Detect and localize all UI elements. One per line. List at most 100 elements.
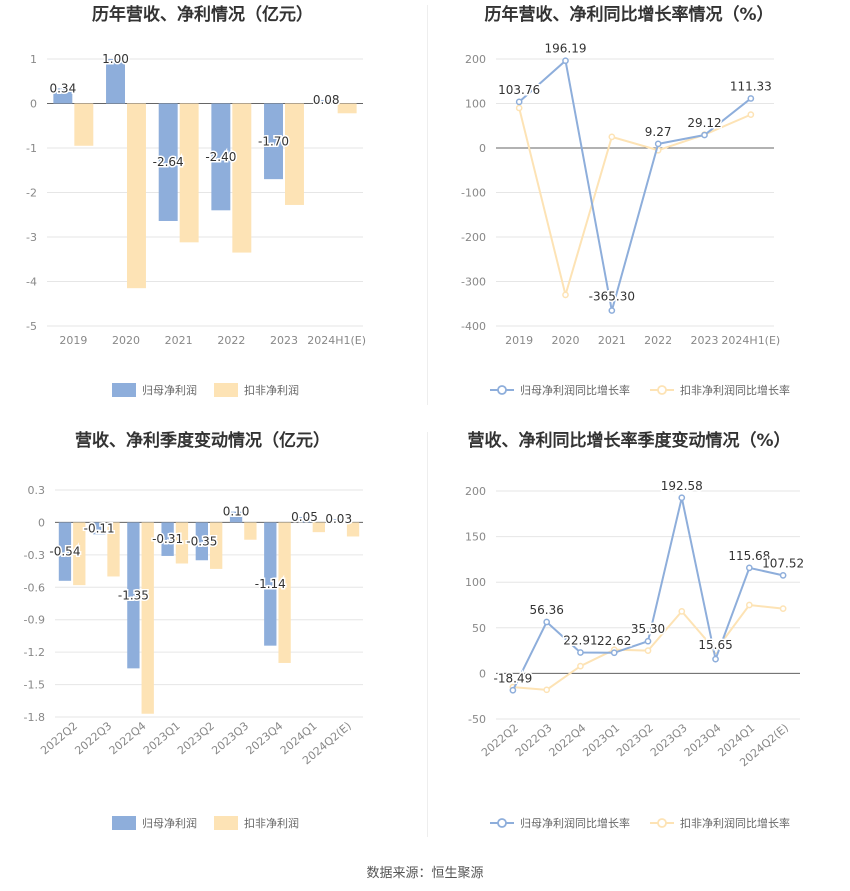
bar-parent-net-profit [127,522,140,669]
x-tick-label: 2022 [644,334,672,347]
x-tick-label: 2019 [59,334,87,347]
bar-parent-net-profit [264,522,277,646]
y-tick-label: 0.3 [28,484,46,497]
x-tick-label: 2023Q4 [682,721,724,759]
legend-swatch [214,383,238,397]
bar-parent-net-profit [93,522,106,535]
line-point [654,140,662,148]
bar-deducted-net-profit [285,103,304,205]
line-point [779,605,787,612]
data-label: -18.49 [494,671,533,685]
data-label: 103.76 [498,83,540,97]
y-tick-label: -200 [461,231,486,244]
chart-annual-growth: 历年营收、净利同比增长率情况（%） 200 100 0 -100 -200 -300 -400… [428,0,850,415]
y-tick-label: -0.9 [24,614,45,627]
legend-label: 归母净利润 [142,383,197,397]
line-point [543,618,551,626]
y-tick-label: 200 [465,53,486,66]
chart-quarterly-profit: 营收、净利季度变动情况（亿元） 0.3 0 -0.3 -0.6 -0.9 -1.2 -1.5 -… [0,425,425,845]
data-label: 35.30 [631,622,665,636]
bar-parent-net-profit [332,519,345,523]
y-tick-label: -1.5 [24,679,45,692]
data-label: 115.68 [728,549,770,563]
line-point [678,494,686,502]
y-tick-label: -0.3 [24,549,45,562]
x-tick-label: 2020 [112,334,140,347]
line-point [644,637,652,645]
data-label: 0.05 [291,510,318,524]
y-tick-label: -0.6 [24,581,45,594]
y-tick-label: -100 [461,187,486,200]
legend-label: 扣非净利润 [244,383,299,397]
x-tick-label: 2022Q4 [107,719,149,757]
data-label: 15.65 [698,638,732,652]
x-tick-label: 2022Q3 [72,719,114,757]
bar-parent-net-profit [106,59,125,104]
data-label: 9.27 [645,125,672,139]
x-tick-label: 2023Q1 [141,719,183,757]
divider-top [427,5,428,405]
line-point [577,649,584,656]
legend-marker [657,818,667,828]
line-point [562,291,569,299]
x-tick-label: 2023 [691,334,719,347]
bar-deducted-net-profit [244,522,257,540]
legend-label: 扣非净利润 [244,816,299,830]
line-series-parent-growth [518,58,752,311]
chart-title: 营收、净利季度变动情况（亿元） [75,430,330,451]
y-tick-label: 50 [472,622,486,635]
y-tick-label: -300 [461,276,486,289]
data-label: -0.54 [49,545,80,559]
data-label: 192.58 [661,479,703,493]
data-label: 22.91 [563,634,597,648]
bar-parent-net-profit [195,522,208,561]
line-point [779,571,787,579]
data-label: 0.08 [313,93,340,107]
bar-parent-net-profit [316,99,336,104]
bar-deducted-net-profit [312,522,325,533]
data-label: 29.12 [687,116,721,130]
y-tick-label: 200 [465,485,486,498]
line-point [610,649,618,657]
legend-swatch [112,383,136,397]
x-tick-label: 2023Q2 [614,721,656,759]
chart-quarterly-growth-svg: 营收、净利同比增长率季度变动情况（%） 200 150 100 50 0 -502022Q2… [465,430,806,830]
x-tick-label: 2019 [505,334,533,347]
bar-parent-net-profit [158,103,178,221]
y-tick-label: -3 [26,231,37,244]
legend-swatch [112,816,136,830]
bar-parent-net-profit [211,103,231,211]
x-tick-label: 2022Q2 [38,719,80,757]
x-tick-label: 2023Q2 [175,719,217,757]
chart-annual-growth-svg: 历年营收、净利同比增长率情况（%） 200 100 0 -100 -200 -300 -400… [461,4,790,397]
legend-marker [497,385,507,395]
chart-title: 历年营收、净利情况（亿元） [92,4,313,25]
data-label: 0.34 [49,81,76,95]
data-label: -0.35 [186,534,217,548]
bar-deducted-net-profit [175,522,189,564]
x-tick-label: 2023Q1 [580,721,622,759]
legend-label: 扣非净利润同比增长率 [680,816,790,830]
bar-deducted-net-profit [232,103,252,253]
y-tick-label: 100 [465,98,486,111]
line-point [608,133,616,141]
data-label: -1.70 [258,134,289,148]
bar-parent-net-profit [161,522,174,556]
data-label: 1.00 [102,52,129,66]
bar-deducted-net-profit [107,522,120,577]
legend-label: 归母净利润 [142,816,197,830]
legend-label: 归母净利润同比增长率 [520,816,630,830]
data-label: -1.14 [255,577,286,591]
line-point [509,686,517,694]
y-tick-label: 0 [30,98,37,111]
line-point [515,104,523,112]
y-tick-label: 0 [38,516,45,529]
y-tick-label: 100 [465,576,486,589]
line-point [712,655,719,663]
bar-parent-net-profit [264,103,283,180]
chart-title: 历年营收、净利同比增长率情况（%） [484,4,773,25]
chart-quarterly-growth: 营收、净利同比增长率季度变动情况（%） 200 150 100 50 0 -50 2022Q2… [428,425,850,845]
chart-annual-profit: 历年营收、净利情况（亿元） 1 0 -1 -2 -3 -4 -5 2019 2020 2021 202… [0,0,425,415]
x-tick-label: 2020 [552,334,580,347]
line-point [701,131,708,139]
